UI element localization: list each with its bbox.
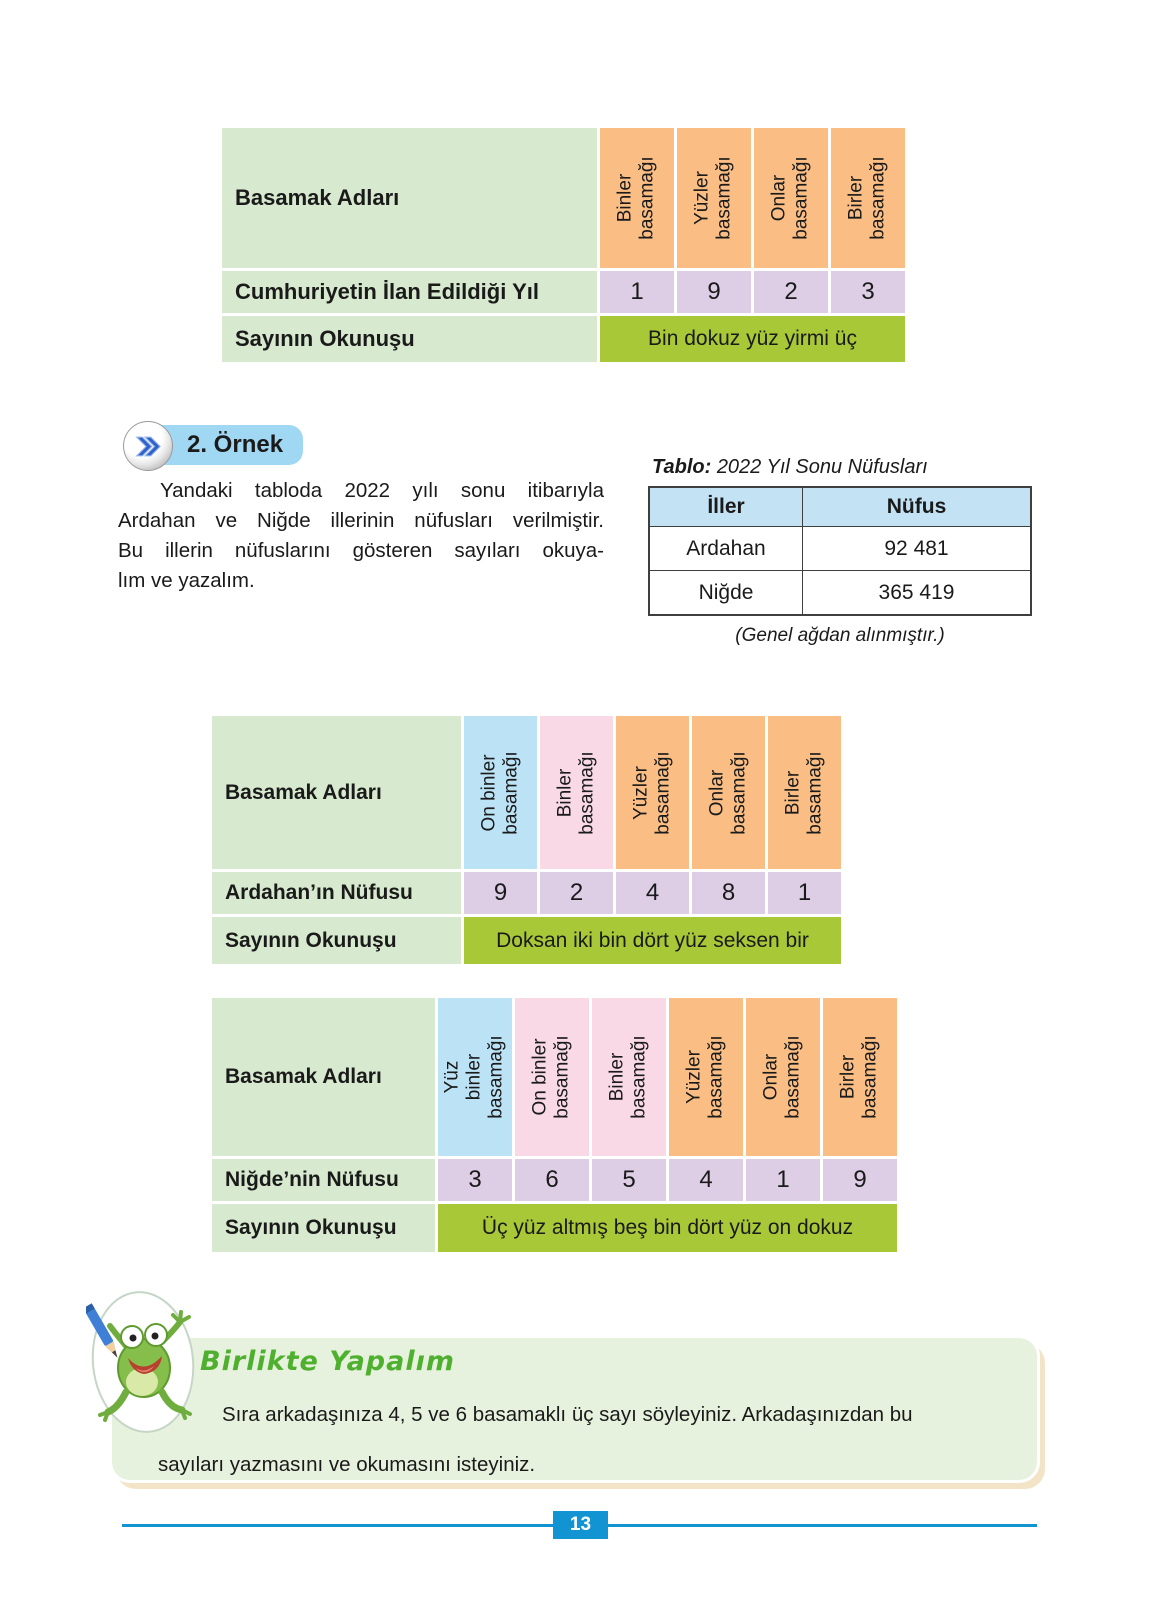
column-header-label: Onlar basamağı bbox=[761, 1035, 805, 1119]
table-header-row: İller Nüfus bbox=[648, 486, 1032, 527]
population-table: İller Nüfus Ardahan 92 481 Niğde 365 419 bbox=[648, 486, 1032, 616]
place-column-header: On binler basamağı bbox=[515, 998, 589, 1156]
column-header-label: Onlar basamağı bbox=[706, 750, 750, 835]
place-column-header: Onlar basamağı bbox=[692, 716, 765, 869]
digit-cell: 4 bbox=[669, 1159, 743, 1201]
column-header-label: Birler basamağı bbox=[838, 1035, 882, 1119]
place-column-header: Binler basamağı bbox=[600, 128, 674, 268]
column-header-label: Yüzler basamağı bbox=[684, 1035, 728, 1119]
column-header-label: Birler basamağı bbox=[846, 156, 890, 240]
digit-cell: 9 bbox=[823, 1159, 897, 1201]
column-header-nufus: Nüfus bbox=[802, 486, 1032, 527]
row-label-reading: Sayının Okunuşu bbox=[212, 917, 461, 964]
reading-cell: Doksan iki bin dört yüz seksen bir bbox=[464, 917, 841, 964]
row-label-basamak-adlari: Basamak Adları bbox=[222, 128, 597, 268]
column-header-label: Binler basamağı bbox=[607, 1035, 651, 1119]
example-badge-label: 2. Örnek bbox=[187, 431, 284, 458]
place-value-table-nigde: Basamak Adları Yüz binler basamağı On bi… bbox=[212, 998, 897, 1252]
digit-cell: 4 bbox=[616, 872, 689, 914]
reading-cell: Bin dokuz yüz yirmi üç bbox=[600, 316, 905, 362]
digit-cell: 1 bbox=[600, 271, 674, 313]
digit-cell: 1 bbox=[746, 1159, 820, 1201]
instruction-line: sayıları yazmasını ve okumasını isteyini… bbox=[158, 1453, 536, 1476]
place-column-header: Yüzler basamağı bbox=[677, 128, 751, 268]
place-value-table-ardahan: Basamak Adları On binler basamağı Binler… bbox=[212, 716, 841, 964]
place-column-header: Onlar basamağı bbox=[746, 998, 820, 1156]
place-column-header: Onlar basamağı bbox=[754, 128, 828, 268]
place-value-table-1923: Basamak Adları Binler basamağı Yüzler ba… bbox=[222, 128, 905, 362]
place-column-header: Birler basamağı bbox=[823, 998, 897, 1156]
row-label-year: Cumhuriyetin İlan Edildiği Yıl bbox=[222, 271, 597, 313]
row-label-reading: Sayının Okunuşu bbox=[222, 316, 597, 362]
digit-cell: 2 bbox=[754, 271, 828, 313]
place-column-header: Binler basamağı bbox=[540, 716, 613, 869]
table-row: Ardahan 92 481 bbox=[648, 526, 1032, 571]
column-header-label: Binler basamağı bbox=[615, 156, 659, 240]
column-header-label: On binler basamağı bbox=[530, 1035, 574, 1119]
digit-cell: 8 bbox=[692, 872, 765, 914]
row-label-basamak-adlari: Basamak Adları bbox=[212, 716, 461, 869]
paragraph-line: Yandaki tabloda 2022 yılı sonu itibarıyl… bbox=[160, 479, 604, 502]
table-source-caption: (Genel ağdan alınmıştır.) bbox=[735, 625, 945, 646]
together-section-title: Birlikte Yapalım bbox=[200, 1346, 455, 1377]
place-column-header: On binler basamağı bbox=[464, 716, 537, 869]
place-column-header: Yüzler basamağı bbox=[616, 716, 689, 869]
table-row: Niğde 365 419 bbox=[648, 570, 1032, 616]
place-column-header: Birler basamağı bbox=[831, 128, 905, 268]
page-number-badge: 13 bbox=[553, 1511, 608, 1539]
instruction-line: Sıra arkadaşınıza 4, 5 ve 6 basamaklı üç… bbox=[222, 1403, 913, 1426]
column-header-label: Yüz binler basamağı bbox=[442, 1035, 508, 1119]
table-title-text: 2022 Yıl Sonu Nüfusları bbox=[716, 456, 928, 478]
place-column-header: Birler basamağı bbox=[768, 716, 841, 869]
reading-cell: Üç yüz altmış beş bin dört yüz on dokuz bbox=[438, 1204, 897, 1252]
column-header-label: Binler basamağı bbox=[554, 750, 598, 835]
population-table-title: Tablo: 2022 Yıl Sonu Nüfusları bbox=[648, 456, 1032, 479]
together-activity-box: Birlikte Yapalım Sıra arkadaşınıza 4, 5 … bbox=[83, 1291, 1037, 1480]
paragraph-line: Ardahan ve Niğde illerinin nüfusları ver… bbox=[118, 509, 604, 532]
city-cell: Niğde bbox=[648, 570, 803, 616]
column-header-iller: İller bbox=[648, 486, 803, 527]
row-label-ardahan: Ardahan’ın Nüfusu bbox=[212, 872, 461, 914]
double-chevron-icon bbox=[123, 421, 173, 471]
digit-cell: 3 bbox=[438, 1159, 512, 1201]
place-column-header: Yüzler basamağı bbox=[669, 998, 743, 1156]
row-label-basamak-adlari: Basamak Adları bbox=[212, 998, 435, 1156]
place-column-header: Yüz binler basamağı bbox=[438, 998, 512, 1156]
frog-mascot-illustration bbox=[83, 1282, 198, 1440]
digit-cell: 3 bbox=[831, 271, 905, 313]
digit-cell: 6 bbox=[515, 1159, 589, 1201]
digit-cell: 1 bbox=[768, 872, 841, 914]
row-label-reading: Sayının Okunuşu bbox=[212, 1204, 435, 1252]
digit-cell: 9 bbox=[464, 872, 537, 914]
column-header-label: Onlar basamağı bbox=[769, 156, 813, 240]
column-header-label: Birler basamağı bbox=[782, 750, 826, 835]
column-header-label: Yüzler basamağı bbox=[630, 750, 674, 835]
population-cell: 365 419 bbox=[802, 570, 1032, 616]
example-paragraph: Yandaki tabloda 2022 yılı sonu itibarıyl… bbox=[118, 476, 604, 596]
row-label-nigde: Niğde’nin Nüfusu bbox=[212, 1159, 435, 1201]
together-instructions: Sıra arkadaşınıza 4, 5 ve 6 basamaklı üç… bbox=[158, 1390, 1020, 1490]
column-header-label: Yüzler basamağı bbox=[692, 156, 736, 240]
digit-cell: 2 bbox=[540, 872, 613, 914]
table-title-label: Tablo: bbox=[652, 456, 712, 478]
place-column-header: Binler basamağı bbox=[592, 998, 666, 1156]
digit-cell: 5 bbox=[592, 1159, 666, 1201]
paragraph-line: lım ve yazalım. bbox=[118, 569, 255, 592]
population-cell: 92 481 bbox=[802, 526, 1032, 571]
city-cell: Ardahan bbox=[648, 526, 803, 571]
column-header-label: On binler basamağı bbox=[478, 750, 522, 835]
population-table-block: Tablo: 2022 Yıl Sonu Nüfusları İller Nüf… bbox=[648, 456, 1032, 647]
paragraph-line: Bu illerin nüfuslarını gösteren sayıları… bbox=[118, 539, 604, 562]
digit-cell: 9 bbox=[677, 271, 751, 313]
